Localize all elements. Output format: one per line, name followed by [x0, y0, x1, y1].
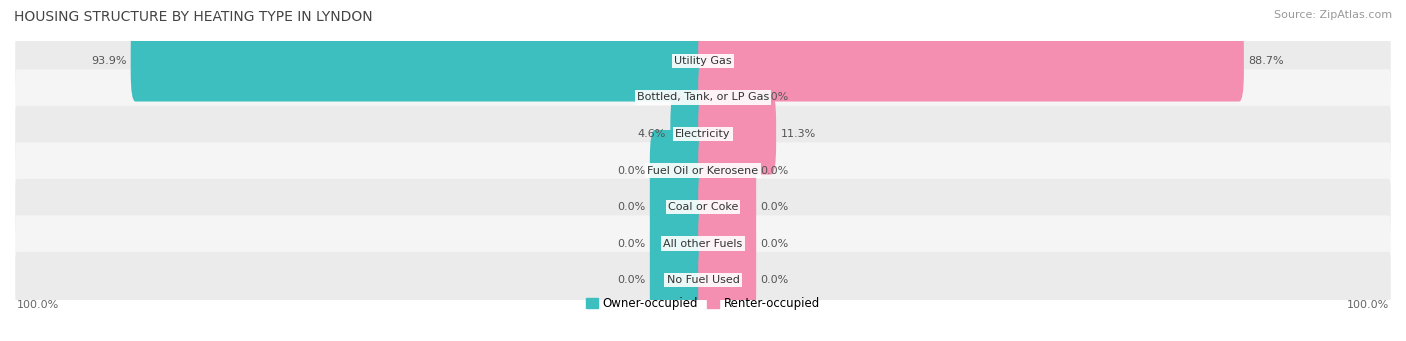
- FancyBboxPatch shape: [699, 130, 756, 211]
- FancyBboxPatch shape: [699, 93, 776, 175]
- Text: Fuel Oil or Kerosene: Fuel Oil or Kerosene: [647, 165, 759, 176]
- Text: 0.0%: 0.0%: [617, 238, 645, 249]
- Text: Utility Gas: Utility Gas: [675, 56, 731, 66]
- Text: Electricity: Electricity: [675, 129, 731, 139]
- Text: Source: ZipAtlas.com: Source: ZipAtlas.com: [1274, 10, 1392, 20]
- Text: No Fuel Used: No Fuel Used: [666, 275, 740, 285]
- Text: Bottled, Tank, or LP Gas: Bottled, Tank, or LP Gas: [637, 92, 769, 103]
- Text: 88.7%: 88.7%: [1249, 56, 1284, 66]
- FancyBboxPatch shape: [15, 252, 1391, 308]
- FancyBboxPatch shape: [699, 57, 756, 138]
- Text: All other Fuels: All other Fuels: [664, 238, 742, 249]
- Text: 0.0%: 0.0%: [761, 92, 789, 103]
- Text: 0.0%: 0.0%: [617, 202, 645, 212]
- FancyBboxPatch shape: [650, 166, 707, 248]
- FancyBboxPatch shape: [699, 203, 756, 284]
- Text: Coal or Coke: Coal or Coke: [668, 202, 738, 212]
- FancyBboxPatch shape: [15, 33, 1391, 89]
- Text: 100.0%: 100.0%: [1347, 300, 1389, 310]
- Text: 0.0%: 0.0%: [761, 165, 789, 176]
- FancyBboxPatch shape: [699, 20, 1244, 102]
- FancyBboxPatch shape: [15, 69, 1391, 125]
- FancyBboxPatch shape: [131, 20, 707, 102]
- FancyBboxPatch shape: [650, 130, 707, 211]
- FancyBboxPatch shape: [671, 93, 707, 175]
- Text: 0.0%: 0.0%: [617, 165, 645, 176]
- FancyBboxPatch shape: [699, 239, 756, 321]
- FancyBboxPatch shape: [15, 179, 1391, 235]
- FancyBboxPatch shape: [15, 106, 1391, 162]
- Text: 0.0%: 0.0%: [761, 238, 789, 249]
- FancyBboxPatch shape: [689, 57, 707, 138]
- FancyBboxPatch shape: [15, 216, 1391, 272]
- Text: 1.5%: 1.5%: [657, 92, 685, 103]
- Text: 93.9%: 93.9%: [91, 56, 127, 66]
- FancyBboxPatch shape: [650, 239, 707, 321]
- Text: 100.0%: 100.0%: [17, 300, 59, 310]
- Text: 0.0%: 0.0%: [761, 275, 789, 285]
- Text: 0.0%: 0.0%: [761, 202, 789, 212]
- FancyBboxPatch shape: [699, 166, 756, 248]
- Text: 0.0%: 0.0%: [617, 275, 645, 285]
- FancyBboxPatch shape: [650, 203, 707, 284]
- Legend: Owner-occupied, Renter-occupied: Owner-occupied, Renter-occupied: [581, 293, 825, 315]
- Text: 11.3%: 11.3%: [780, 129, 815, 139]
- Text: HOUSING STRUCTURE BY HEATING TYPE IN LYNDON: HOUSING STRUCTURE BY HEATING TYPE IN LYN…: [14, 10, 373, 24]
- Text: 4.6%: 4.6%: [638, 129, 666, 139]
- FancyBboxPatch shape: [15, 143, 1391, 198]
